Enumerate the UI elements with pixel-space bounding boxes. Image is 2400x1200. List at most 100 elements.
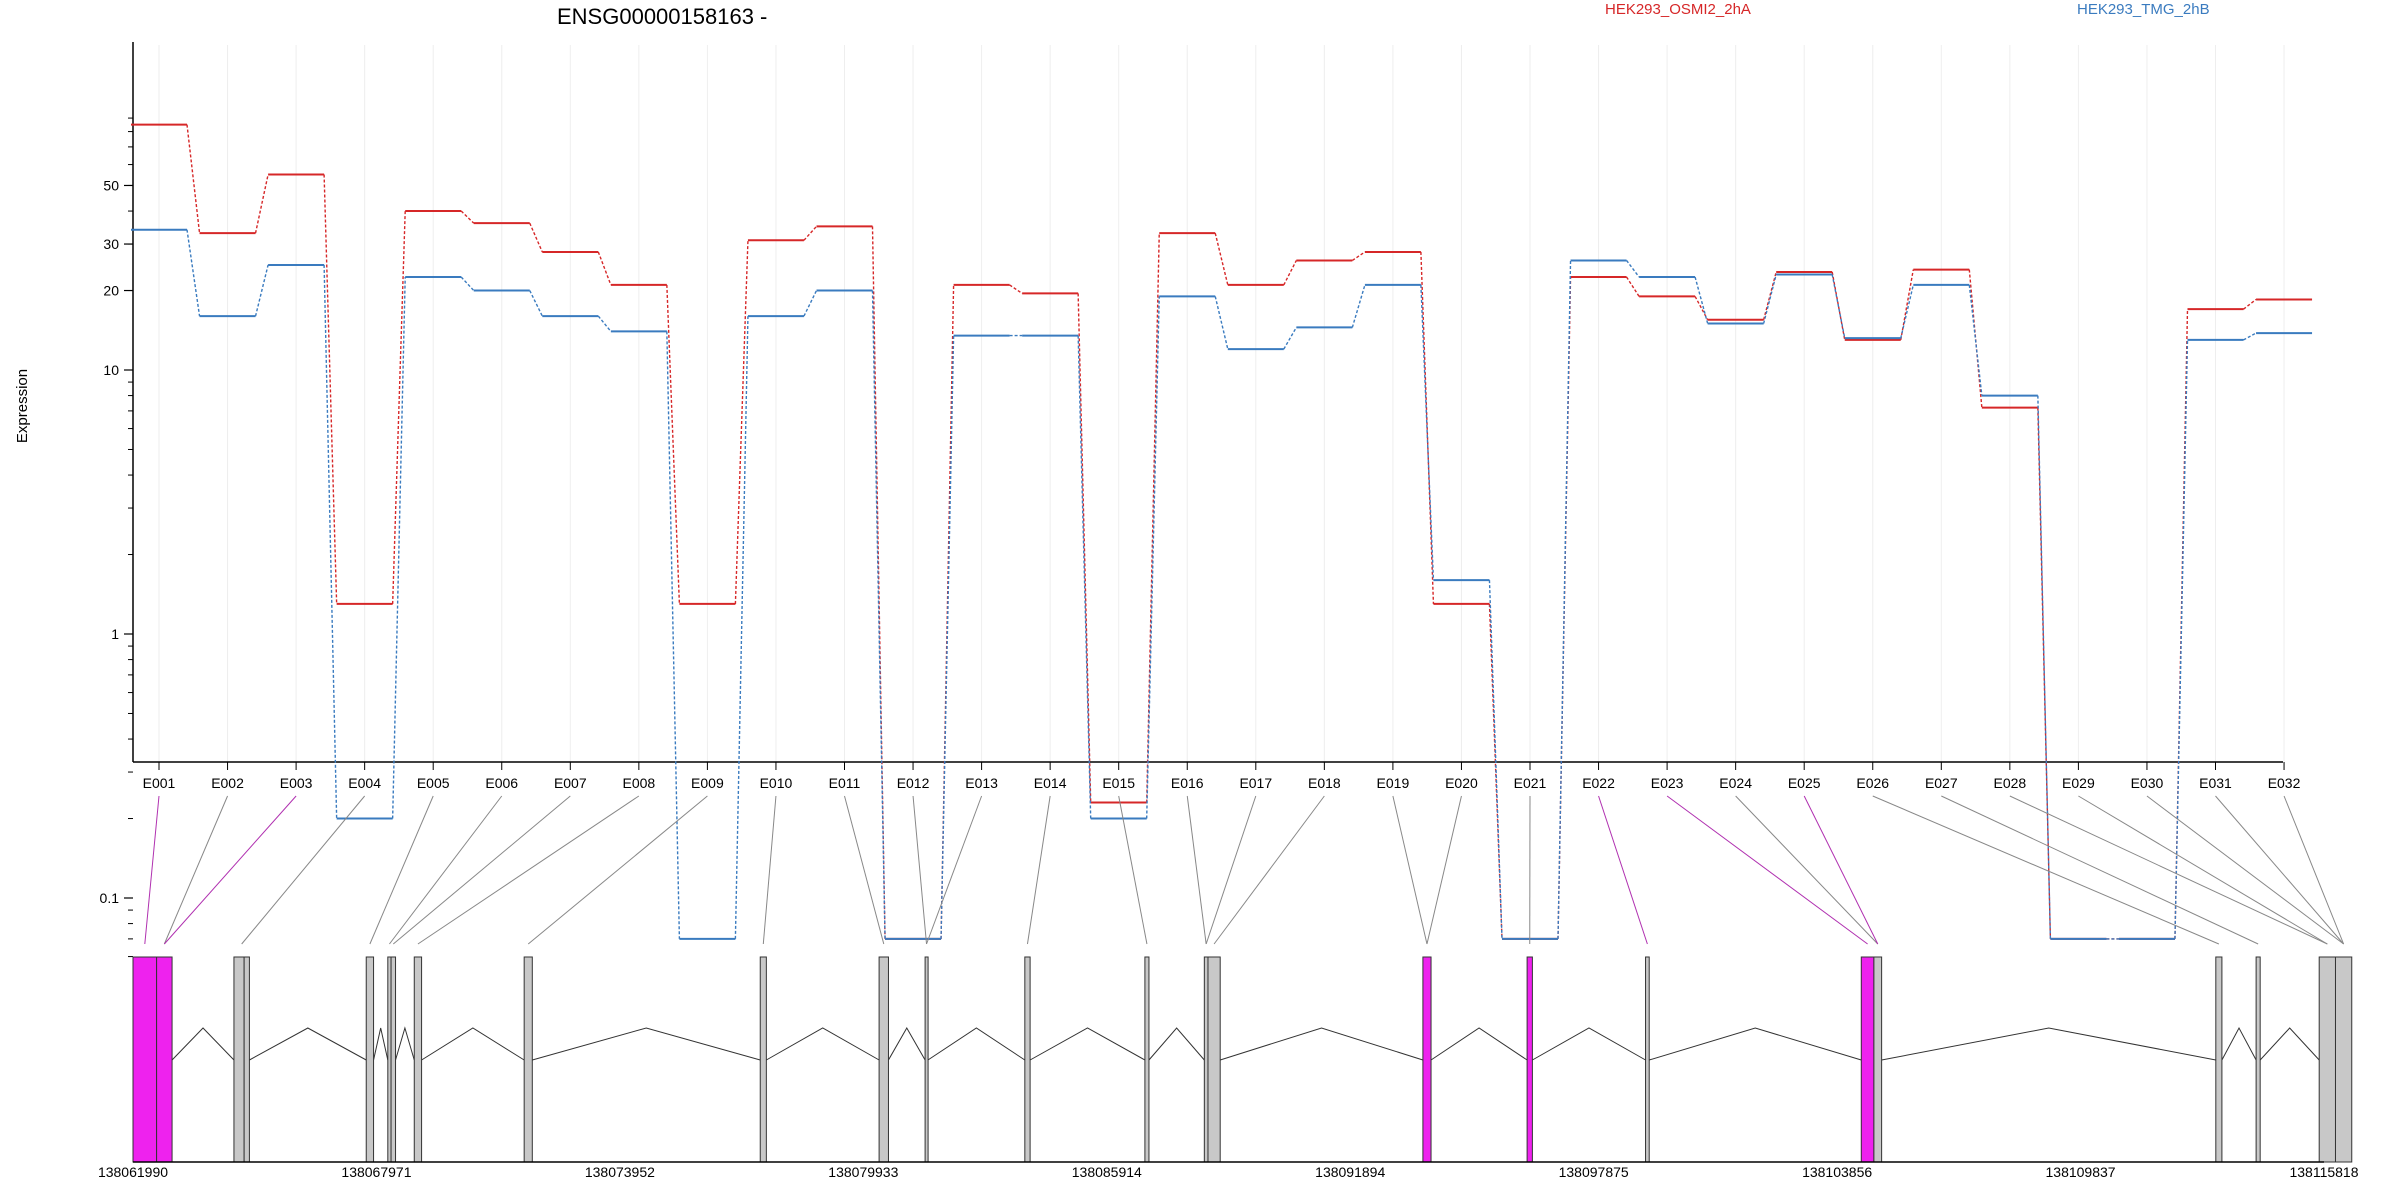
series-0-connector bbox=[597, 251, 612, 286]
series-0-connector bbox=[529, 222, 543, 253]
series-0-connector bbox=[460, 210, 475, 224]
connector-E026 bbox=[1872, 795, 2220, 945]
intron-line bbox=[1029, 1027, 1146, 1061]
connector-E023 bbox=[1666, 795, 1868, 945]
coordinate-label: 138103856 bbox=[1802, 1164, 1872, 1180]
series-1-connector bbox=[1351, 284, 1366, 328]
x-tick-label-E031: E031 bbox=[2199, 775, 2232, 791]
exon-block-4 bbox=[243, 956, 250, 1163]
connector-E014 bbox=[1026, 795, 1051, 945]
connector-E030 bbox=[2146, 795, 2344, 945]
chart-title: ENSG00000158163 - bbox=[557, 4, 767, 29]
y-tick-label: 50 bbox=[103, 177, 119, 193]
series-1-connector bbox=[1557, 260, 1572, 939]
series-0-connector bbox=[1214, 232, 1229, 286]
coordinate-label: 138091894 bbox=[1315, 1164, 1385, 1180]
x-tick-label-E030: E030 bbox=[2131, 775, 2164, 791]
connector-E024 bbox=[1735, 795, 1879, 945]
exon-block-10 bbox=[759, 956, 767, 1163]
x-tick-label-E014: E014 bbox=[1034, 775, 1067, 791]
series-0-connector bbox=[1625, 276, 1640, 297]
exon-block-24 bbox=[2318, 956, 2336, 1163]
series-1-connector bbox=[2037, 395, 2052, 939]
connector-E003 bbox=[163, 795, 297, 945]
intron-line bbox=[2259, 1027, 2320, 1061]
series-1-connector bbox=[1625, 260, 1640, 278]
x-tick-label-E018: E018 bbox=[1308, 775, 1341, 791]
x-tick-label-E001: E001 bbox=[143, 775, 176, 791]
series-1-connector bbox=[1146, 296, 1160, 819]
exon-block-5 bbox=[365, 956, 375, 1163]
x-tick-label-E027: E027 bbox=[1925, 775, 1958, 791]
x-tick-label-E012: E012 bbox=[897, 775, 930, 791]
x-tick-label-E019: E019 bbox=[1377, 775, 1410, 791]
coordinate-label: 138115818 bbox=[2289, 1164, 2358, 1180]
legend-entry-osmi2: HEK293_OSMI2_2hA bbox=[1605, 1, 1751, 18]
coordinate-label: 138097875 bbox=[1559, 1164, 1629, 1180]
exon-block-17 bbox=[1422, 956, 1432, 1163]
y-tick-label: 1 bbox=[111, 626, 119, 642]
series-0-connector bbox=[323, 174, 338, 604]
intron-line bbox=[421, 1027, 525, 1061]
series-0-connector bbox=[666, 284, 681, 604]
exon-block-13 bbox=[1024, 956, 1031, 1163]
coordinate-label: 138079933 bbox=[828, 1164, 898, 1180]
x-tick-label-E025: E025 bbox=[1788, 775, 1821, 791]
series-HEK293_TMG_2hB bbox=[131, 228, 2313, 940]
series-1-connector bbox=[666, 331, 681, 939]
exon-block-15 bbox=[1203, 956, 1209, 1163]
exon-block-16 bbox=[1207, 956, 1221, 1163]
connector-E007 bbox=[392, 795, 571, 945]
connector-E025 bbox=[1803, 795, 1879, 945]
exon-block-22 bbox=[2215, 956, 2223, 1163]
series-0-connector bbox=[1009, 284, 1023, 295]
intron-line bbox=[2221, 1026, 2257, 1061]
intron-line bbox=[1532, 1027, 1646, 1061]
connector-E008 bbox=[417, 795, 640, 945]
x-tick-label-E016: E016 bbox=[1171, 775, 1204, 791]
series-1-connector bbox=[871, 290, 886, 939]
x-tick-label-E022: E022 bbox=[1582, 775, 1615, 791]
y-axis: 0.1 1 10 20 30 50 bbox=[100, 42, 134, 958]
connector-E013 bbox=[926, 795, 983, 945]
intron-line bbox=[395, 1026, 415, 1061]
x-tick-label-E013: E013 bbox=[965, 775, 998, 791]
exon-block-23 bbox=[2255, 956, 2261, 1163]
connector-E020 bbox=[1426, 795, 1462, 945]
connector-E031 bbox=[2215, 795, 2344, 945]
exon-block-21 bbox=[1873, 956, 1883, 1163]
series-0-connector bbox=[254, 174, 269, 234]
exon-block-12 bbox=[924, 956, 929, 1163]
x-tick-label-E007: E007 bbox=[554, 775, 587, 791]
series-0-connector bbox=[1900, 269, 1914, 341]
coordinate-label: 138061990 bbox=[98, 1164, 168, 1180]
series-0-connector bbox=[1420, 251, 1435, 604]
coordinate-label: 138067971 bbox=[341, 1164, 411, 1180]
series-1-connector bbox=[2174, 339, 2189, 939]
series-0-connector bbox=[1968, 269, 1983, 408]
y-tick-label: 30 bbox=[103, 236, 119, 252]
x-tick-label-E003: E003 bbox=[280, 775, 313, 791]
series-1-connector bbox=[1214, 296, 1229, 350]
series-0-connector bbox=[186, 124, 201, 234]
connector-E016 bbox=[1186, 795, 1207, 945]
series-1-connector bbox=[734, 316, 749, 939]
connector-E015 bbox=[1118, 795, 1148, 945]
x-tick-label-E004: E004 bbox=[348, 775, 381, 791]
series-0-connector bbox=[734, 240, 749, 604]
x-tick-label-E032: E032 bbox=[2268, 775, 2301, 791]
exon-block-20 bbox=[1860, 956, 1875, 1163]
connector-E009 bbox=[527, 795, 708, 945]
intron-line bbox=[249, 1027, 367, 1061]
connector-E032 bbox=[2283, 795, 2345, 945]
exon-block-7 bbox=[390, 956, 397, 1163]
series-1-connector bbox=[1831, 274, 1846, 339]
connector-E005 bbox=[369, 795, 434, 945]
connector-E028 bbox=[2009, 795, 2328, 945]
x-axis: E001 E002 E003 E004 E005 E006 E007 E008 E009 E010… bbox=[133, 761, 2301, 791]
x-tick-label-E023: E023 bbox=[1651, 775, 1684, 791]
series-0-connector bbox=[1283, 260, 1297, 286]
x-tick-label-E028: E028 bbox=[1993, 775, 2026, 791]
series-1-connector bbox=[1900, 284, 1914, 339]
